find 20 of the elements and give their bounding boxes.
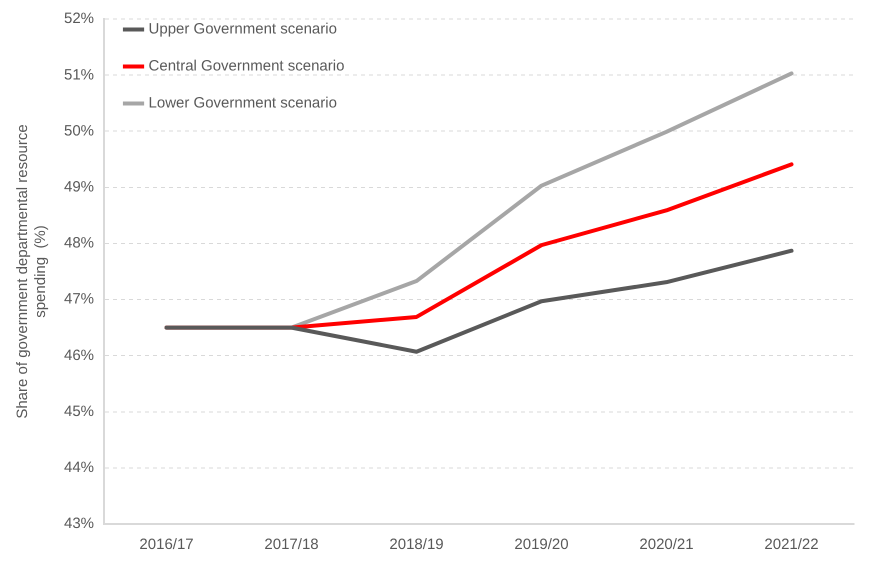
y-tick-label: 52%	[64, 10, 94, 28]
y-tick-label: 48%	[64, 234, 94, 252]
y-tick-label: 47%	[64, 290, 94, 308]
x-tick-label: 2019/20	[514, 536, 569, 554]
y-tick-label: 45%	[64, 402, 94, 420]
x-tick-label: 2018/19	[389, 536, 444, 554]
legend-label: Upper Government scenario	[148, 20, 337, 38]
y-axis-title: Share of government departmental resource spending (%)	[14, 124, 50, 419]
x-tick-label: 2017/18	[264, 536, 319, 554]
y-tick-label: 44%	[64, 459, 94, 476]
y-tick-label: 49%	[64, 178, 94, 196]
y-tick-label: 46%	[64, 346, 94, 364]
x-tick-label: 2020/21	[639, 536, 694, 554]
y-tick-label: 50%	[64, 122, 94, 140]
x-tick-label: 2021/22	[764, 536, 819, 554]
legend-label: Central Government scenario	[148, 58, 344, 75]
y-tick-label: 43%	[64, 515, 94, 532]
legend-label: Lower Government scenario	[148, 94, 337, 112]
x-tick-label: 2016/17	[139, 536, 194, 554]
y-tick-label: 51%	[64, 66, 94, 84]
